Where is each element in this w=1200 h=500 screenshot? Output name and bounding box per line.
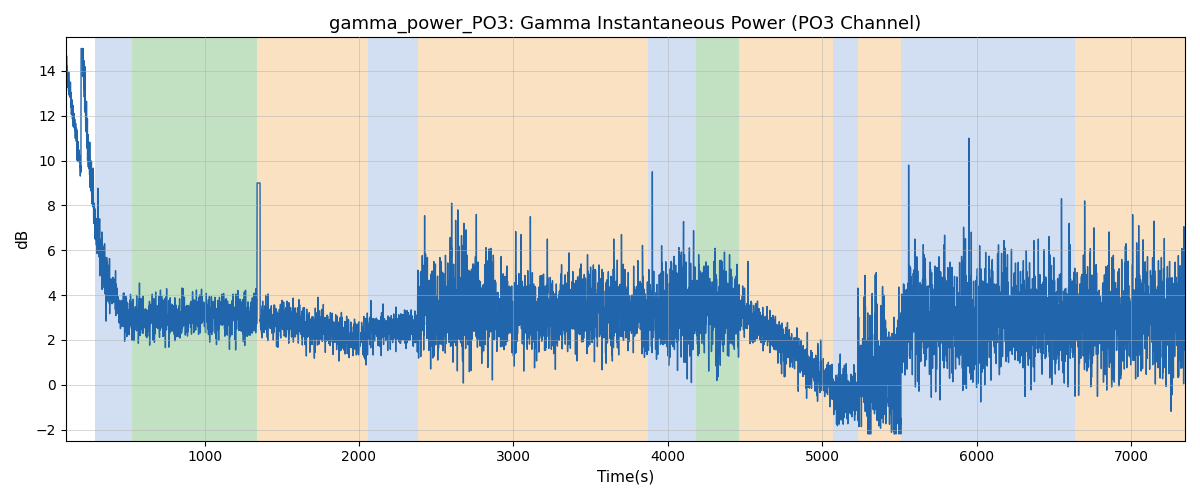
Y-axis label: dB: dB [16,229,30,249]
Bar [696,38,739,440]
Title: gamma_power_PO3: Gamma Instantaneous Power (PO3 Channel): gamma_power_PO3: Gamma Instantaneous Pow… [329,15,922,34]
Bar [95,38,132,440]
Bar [257,38,368,440]
Bar [901,38,1075,440]
Bar [418,38,648,440]
Bar [1075,38,1186,440]
Bar [132,38,257,440]
Bar [739,38,833,440]
Bar [833,38,858,440]
Bar [858,38,901,440]
X-axis label: Time(s): Time(s) [596,470,654,485]
Bar [648,38,696,440]
Bar [368,38,418,440]
